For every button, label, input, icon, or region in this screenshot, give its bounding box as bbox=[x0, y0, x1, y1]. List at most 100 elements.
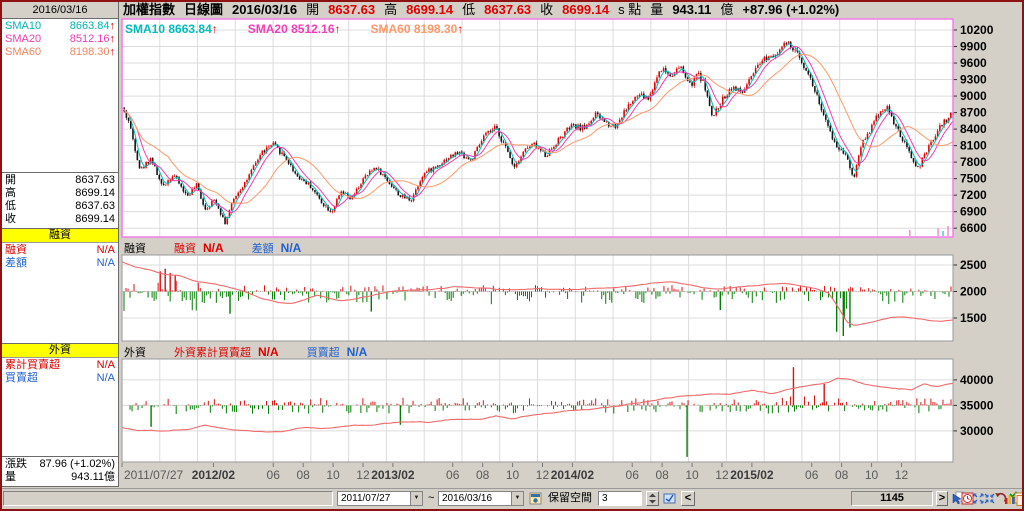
sma20-row: SMA20 8512.16↑ bbox=[2, 32, 118, 45]
svg-text:2000: 2000 bbox=[960, 284, 987, 298]
x-axis-label: 12 bbox=[894, 468, 909, 482]
svg-text:6600: 6600 bbox=[960, 221, 987, 235]
x-axis-label: 08 bbox=[296, 468, 310, 482]
margin-diff-row: 差額 N/A bbox=[5, 257, 115, 269]
svg-text:9000: 9000 bbox=[960, 89, 987, 103]
date-picker-icon[interactable] bbox=[529, 491, 542, 506]
svg-text:9300: 9300 bbox=[960, 73, 987, 87]
x-axis-label: 2011/07/27 bbox=[124, 468, 184, 482]
foreign-cum-value: N/A bbox=[258, 344, 279, 359]
x-axis-label: 06 bbox=[266, 468, 280, 482]
main-chart-legend: SMA10 8663.84↑ SMA20 8512.16↑ SMA60 8198… bbox=[125, 22, 463, 36]
volume-row: 量 943.11億 bbox=[5, 471, 115, 483]
low-row: 低 8637.63 bbox=[5, 200, 115, 212]
header-segment: 8637.63 bbox=[328, 2, 376, 17]
apply-tool-icon[interactable] bbox=[663, 491, 676, 506]
chart-title-bar: 加權指數 日線圖 2016/03/16 開 8637.63 高 8699.14 低 8637.6… bbox=[123, 2, 839, 18]
close-row: 收 8699.14 bbox=[5, 213, 115, 225]
up-arrow-icon: ↑ bbox=[109, 46, 116, 58]
range-end-dropdown[interactable]: 2016/03/16 ▼ bbox=[438, 491, 524, 506]
x-axis-label: 12 bbox=[535, 468, 550, 482]
legend-sma60: SMA60 8198.30↑ bbox=[370, 22, 464, 36]
header-segment: 8699.14 bbox=[406, 2, 454, 17]
margin-panel-name: 融資 bbox=[124, 242, 146, 255]
clipboard-copy-icon[interactable] bbox=[1013, 491, 1024, 506]
margin-balance-row: 融資 N/A bbox=[5, 244, 115, 256]
spinner-arrows-icon bbox=[649, 493, 656, 504]
svg-text:40000: 40000 bbox=[960, 373, 994, 387]
foreign-net-value: N/A bbox=[346, 344, 368, 359]
scroll-left-button[interactable]: < bbox=[681, 491, 695, 506]
status-bar: 2011/07/27 ▼ ~ 2016/03/16 ▼ 保留空間 < 1145 … bbox=[0, 488, 1024, 510]
stats-box: 漲跌 87.96 (+1.02%) 量 943.11億 bbox=[2, 457, 119, 487]
x-axis-label: 08 bbox=[655, 468, 669, 482]
sma10-value: 8663.84 bbox=[69, 20, 110, 32]
svg-text:1500: 1500 bbox=[960, 311, 987, 325]
x-axis-label: 10 bbox=[864, 468, 879, 482]
x-axis-label: 2014/02 bbox=[550, 468, 595, 482]
range-start-value: 2011/07/27 bbox=[341, 493, 391, 504]
svg-text:7800: 7800 bbox=[960, 155, 987, 169]
ohlc-box: 開 8637.63 高 8699.14 低 8637.63 收 8699.14 bbox=[2, 173, 119, 229]
x-axis-label: 10 bbox=[505, 468, 520, 482]
x-axis-label: 2012/02 bbox=[191, 468, 236, 482]
up-arrow-icon: ↑ bbox=[109, 20, 116, 32]
svg-text:7200: 7200 bbox=[960, 188, 987, 202]
current-date-box: 2016/03/16 bbox=[2, 2, 119, 19]
range-separator: ~ bbox=[428, 492, 435, 504]
svg-text:35000: 35000 bbox=[960, 398, 994, 412]
margin-diff-label: 差額 bbox=[251, 242, 274, 255]
x-axis-label: 06 bbox=[625, 468, 639, 482]
high-row: 高 8699.14 bbox=[5, 187, 115, 199]
header-segment: +87.96 (+1.02%) bbox=[742, 2, 840, 17]
header-segment: s 點 bbox=[618, 2, 642, 17]
bar-count-box: 1145 bbox=[851, 491, 933, 506]
up-arrow-icon: ↑ bbox=[334, 22, 341, 36]
zoom-in-tool-icon[interactable] bbox=[972, 491, 985, 506]
reserve-space-input[interactable] bbox=[598, 491, 642, 506]
foreign-cum-label: 外資累計買賣超 bbox=[174, 346, 251, 359]
scroll-right-button[interactable]: > bbox=[936, 491, 948, 506]
header-segment: 加權指數 bbox=[123, 2, 176, 17]
clock-tool-icon[interactable] bbox=[961, 491, 974, 506]
margin-line-value: N/A bbox=[203, 240, 224, 255]
x-axis-label: 08 bbox=[834, 468, 849, 482]
svg-text:8400: 8400 bbox=[960, 122, 987, 136]
sma60-row: SMA60 8198.30↑ bbox=[2, 45, 118, 58]
header-segment: 開 bbox=[306, 2, 320, 17]
open-row: 開 8637.63 bbox=[5, 174, 115, 186]
foreign-net-label: 買賣超 bbox=[306, 346, 340, 359]
header-segment: 高 bbox=[384, 2, 398, 17]
sma60-label: SMA60 bbox=[5, 46, 42, 58]
margin-section: 融資 融資 N/A 差額 N/A bbox=[2, 229, 119, 344]
x-axis-label: 10 bbox=[685, 468, 699, 482]
chevron-down-icon[interactable]: ▼ bbox=[511, 492, 523, 505]
margin-panel-header: 融資 融資 N/A 差額 N/A bbox=[124, 240, 301, 255]
sma60-value: 8198.30 bbox=[69, 46, 110, 58]
header-segment: 日線圖 bbox=[184, 2, 224, 17]
sma10-row: SMA10 8663.84↑ bbox=[2, 19, 118, 32]
header-segment: 量 bbox=[650, 2, 664, 17]
status-left-panel bbox=[3, 491, 333, 506]
svg-text:7500: 7500 bbox=[960, 172, 987, 186]
x-axis-label: 12 bbox=[356, 468, 370, 482]
svg-text:6900: 6900 bbox=[960, 205, 987, 219]
x-axis-label: 08 bbox=[475, 468, 490, 482]
header-segment: 943.11 bbox=[672, 2, 712, 17]
sma-legend-box: SMA10 8663.84↑ SMA20 8512.16↑ SMA60 8198… bbox=[2, 19, 119, 173]
x-axis-label: 2013/02 bbox=[371, 468, 415, 482]
reserve-space-label: 保留空間 bbox=[548, 492, 592, 504]
x-axis-label: 2015/02 bbox=[730, 468, 774, 482]
zoom-out-tool-icon[interactable] bbox=[983, 491, 996, 506]
range-start-dropdown[interactable]: 2011/07/27 ▼ bbox=[337, 491, 423, 506]
up-arrow-icon: ↑ bbox=[109, 33, 116, 45]
foreign-cum-row: 累計買賣超 N/A bbox=[5, 359, 115, 371]
chevron-down-icon[interactable]: ▼ bbox=[410, 492, 422, 505]
svg-text:8100: 8100 bbox=[960, 139, 987, 153]
svg-text:9600: 9600 bbox=[960, 56, 987, 70]
spinner-control[interactable] bbox=[646, 491, 659, 506]
up-arrow-icon: ↑ bbox=[457, 22, 464, 36]
header-segment: 8637.63 bbox=[484, 2, 532, 17]
